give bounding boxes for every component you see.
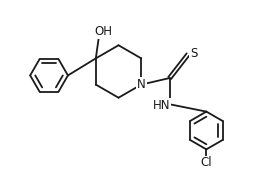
Text: Cl: Cl xyxy=(201,157,212,169)
Text: S: S xyxy=(190,47,198,60)
Text: HN: HN xyxy=(153,99,170,112)
Text: OH: OH xyxy=(95,25,113,38)
Text: N: N xyxy=(137,78,146,91)
